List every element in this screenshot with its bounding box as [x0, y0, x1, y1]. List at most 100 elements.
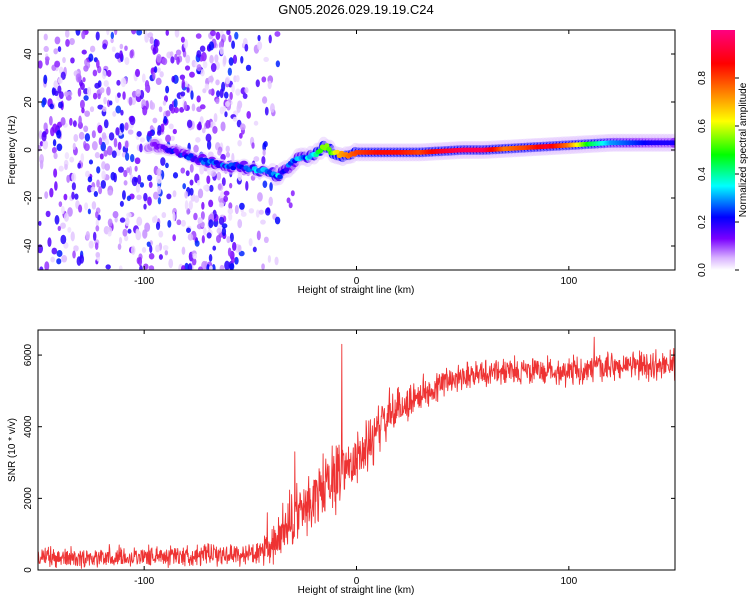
ridge-core: [326, 146, 332, 152]
noise-speckle: [124, 45, 128, 51]
noise-speckle: [106, 86, 111, 96]
noise-speckle: [255, 209, 260, 218]
noise-speckle: [124, 152, 130, 161]
noise-speckle: [184, 65, 191, 71]
noise-speckle: [65, 39, 70, 47]
noise-speckle: [189, 187, 194, 196]
noise-speckle: [213, 112, 218, 123]
noise-speckle: [89, 45, 96, 53]
noise-speckle: [267, 255, 272, 263]
noise-speckle: [204, 83, 210, 91]
noise-speckle: [83, 125, 89, 133]
noise-speckle: [61, 255, 68, 263]
ridge-core: [323, 143, 330, 149]
noise-speckle: [118, 265, 123, 270]
noise-speckle: [56, 249, 63, 258]
noise-speckle: [165, 30, 169, 36]
noise-speckle: [135, 68, 141, 78]
noise-speckle: [77, 162, 81, 169]
noise-speckle: [195, 136, 201, 143]
noise-speckle: [199, 104, 206, 110]
noise-speckle: [193, 144, 199, 153]
noise-speckle: [71, 191, 75, 200]
noise-speckle: [173, 106, 179, 114]
noise-speckle: [60, 117, 66, 126]
noise-speckle: [200, 211, 205, 220]
ridge-core: [317, 148, 324, 154]
noise-speckle: [99, 153, 104, 160]
colorbar-tick-label: 0.0: [697, 263, 708, 277]
noise-speckle: [44, 56, 50, 62]
spectrogram-y-tick-label: -20: [23, 190, 34, 205]
noise-speckle: [69, 38, 75, 46]
snr-x-tick-label: 100: [560, 576, 577, 587]
noise-speckle: [150, 102, 156, 110]
noise-speckle: [39, 159, 44, 170]
noise-speckle: [245, 180, 249, 191]
noise-speckle: [47, 237, 52, 248]
noise-speckle: [81, 107, 85, 114]
noise-speckle: [104, 138, 110, 146]
noise-speckle: [103, 80, 109, 87]
noise-speckle: [100, 179, 106, 189]
noise-speckle: [135, 228, 140, 236]
noise-speckle: [101, 170, 106, 180]
noise-speckle: [131, 176, 138, 187]
noise-speckle: [53, 168, 58, 178]
noise-speckle: [96, 179, 100, 188]
snr-y-ticks: 0 2000 4000 6000: [23, 344, 675, 573]
noise-speckle: [53, 80, 59, 89]
noise-speckle: [98, 137, 103, 146]
noise-speckle: [231, 40, 236, 49]
noise-speckle: [57, 46, 62, 52]
noise-speckle: [87, 176, 93, 183]
noise-speckle: [189, 179, 194, 186]
noise-speckle: [39, 140, 44, 147]
noise-speckle: [215, 79, 220, 86]
noise-speckle: [248, 208, 255, 214]
noise-speckle: [75, 73, 82, 83]
noise-speckle: [156, 53, 162, 63]
noise-speckle: [221, 227, 227, 237]
noise-speckle: [108, 132, 115, 141]
noise-speckle: [129, 154, 135, 163]
noise-speckle: [208, 265, 213, 270]
noise-speckle: [136, 194, 142, 201]
noise-speckle: [147, 196, 152, 206]
noise-speckle: [232, 54, 238, 64]
noise-speckle: [107, 189, 113, 196]
noise-speckle: [218, 216, 225, 225]
noise-speckle: [183, 100, 188, 111]
noise-speckle: [149, 36, 154, 45]
noise-speckle: [191, 257, 197, 266]
noise-speckle: [110, 37, 114, 44]
noise-speckle: [244, 87, 249, 94]
noise-speckle: [136, 130, 142, 137]
noise-speckle: [67, 227, 72, 233]
noise-speckle: [51, 247, 58, 255]
noise-speckle: [87, 86, 92, 96]
noise-speckle: [172, 211, 176, 222]
ridge-stray-blob: [288, 202, 293, 209]
noise-speckle: [56, 129, 62, 139]
noise-speckle: [79, 99, 85, 109]
noise-speckle: [136, 30, 143, 36]
noise-speckle: [84, 133, 91, 142]
noise-speckle: [81, 49, 87, 55]
noise-speckle: [148, 265, 155, 270]
noise-speckle: [180, 36, 185, 43]
noise-speckle: [253, 156, 260, 162]
noise-speckle: [180, 167, 186, 174]
noise-speckle: [152, 71, 156, 80]
noise-speckle: [205, 119, 211, 129]
noise-speckle: [215, 234, 222, 244]
noise-speckle: [267, 80, 272, 90]
noise-speckle: [223, 190, 230, 196]
colorbar: 0.0 0.2 0.4 0.6 0.8 Normalized spectral ampl…: [697, 30, 749, 277]
noise-speckle: [184, 200, 189, 211]
noise-speckle: [96, 166, 101, 174]
noise-speckle: [72, 120, 77, 127]
noise-speckle: [185, 54, 191, 64]
noise-speckle: [227, 247, 232, 257]
noise-speckle: [58, 201, 63, 208]
